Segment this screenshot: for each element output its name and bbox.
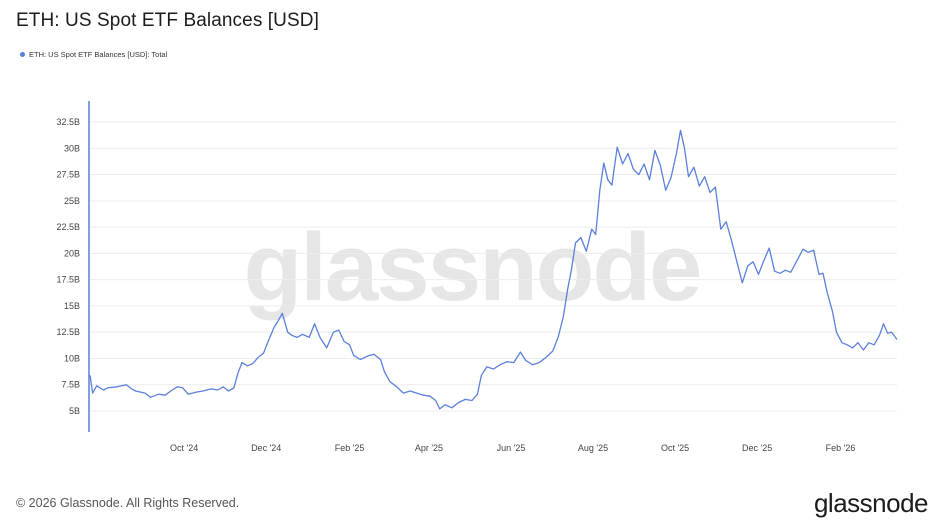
x-tick-label: Dec '25 <box>742 443 772 453</box>
series-line <box>89 129 898 410</box>
x-tick-label: Oct '24 <box>170 443 198 453</box>
legend-dot-icon <box>20 52 25 57</box>
watermark: glassnode <box>244 214 701 321</box>
legend[interactable]: ETH: US Spot ETF Balances [USD]: Total <box>20 50 167 59</box>
x-tick-label: Jun '25 <box>497 443 526 453</box>
x-tick-label: Oct '25 <box>661 443 689 453</box>
y-tick-label: 10B <box>64 353 80 363</box>
x-tick-label: Dec '24 <box>251 443 281 453</box>
chart-title: ETH: US Spot ETF Balances [USD] <box>16 10 319 31</box>
y-tick-label: 5B <box>69 406 80 416</box>
x-tick-label: Feb '25 <box>335 443 365 453</box>
x-tick-label: Aug '25 <box>578 443 608 453</box>
grid <box>90 121 897 412</box>
y-tick-label: 20B <box>64 248 80 258</box>
y-tick-label: 7.5B <box>61 380 80 390</box>
y-axis: 5B 7.5B 10B 12.5B 15B 17.5B 20B 22.5B 25B 27.5B 30… <box>56 117 80 416</box>
y-tick-label: 12.5B <box>56 327 80 337</box>
y-tick-label: 22.5B <box>56 222 80 232</box>
y-tick-label: 27.5B <box>56 170 80 180</box>
x-tick-label: Feb '26 <box>826 443 856 453</box>
y-tick-label: 17.5B <box>56 275 80 285</box>
brand-logo[interactable]: glassnode <box>813 488 929 518</box>
x-axis: Oct '24 Dec '24 Feb '25 Apr '25 Jun '25 Aug '… <box>170 443 855 453</box>
copyright-footer: © 2026 Glassnode. All Rights Reserved. <box>16 496 240 510</box>
y-tick-label: 25B <box>64 196 80 206</box>
y-tick-label: 32.5B <box>56 117 80 127</box>
y-tick-label: 30B <box>64 143 80 153</box>
x-tick-label: Apr '25 <box>415 443 443 453</box>
legend-label: ETH: US Spot ETF Balances [USD]: Total <box>29 50 168 59</box>
chart-area: glassnode 5B 7.5B 10B 12.5B 15B 17.5B 20B 22.5B… <box>56 101 898 453</box>
y-tick-label: 15B <box>64 301 80 311</box>
